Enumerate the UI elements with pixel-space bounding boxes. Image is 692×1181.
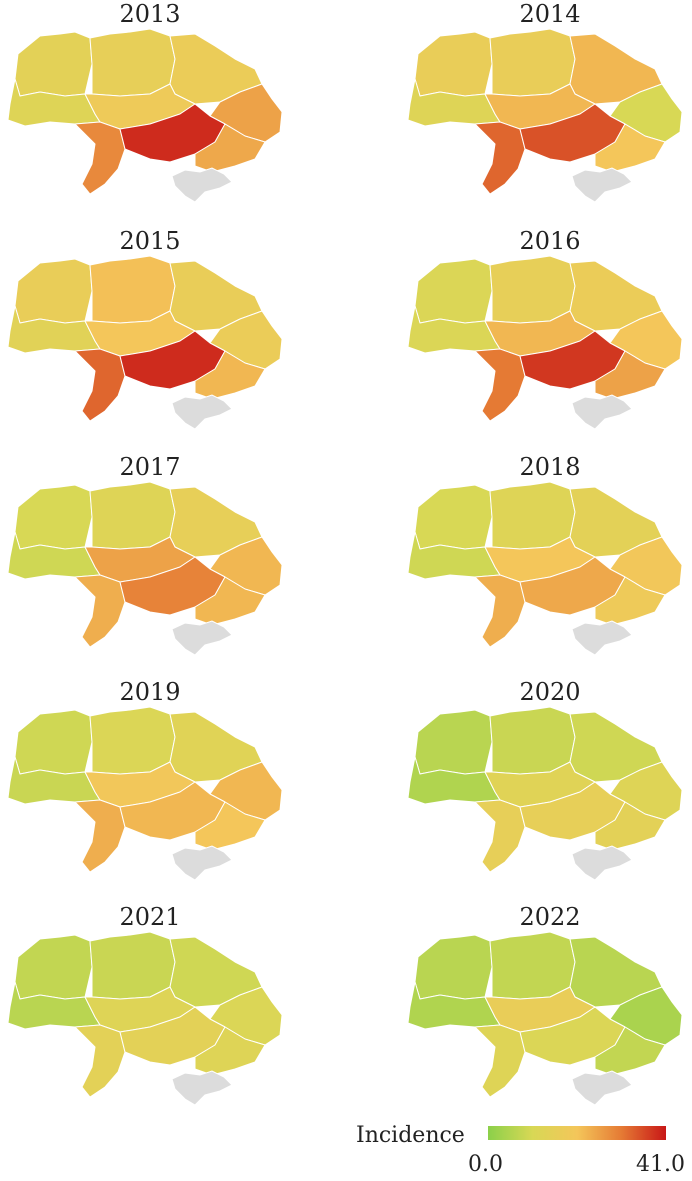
- region-crimea: [571, 1070, 633, 1106]
- ukraine-map-2019: [7, 706, 283, 881]
- panel-year-label: 2017: [119, 453, 181, 481]
- color-legend: Incidence 0.0 41.0: [352, 1118, 692, 1181]
- region-crimea: [171, 394, 233, 430]
- panel-year-label: 2019: [119, 678, 181, 706]
- legend-min-label: 0.0: [468, 1152, 503, 1177]
- region-sw: [474, 574, 526, 648]
- region-sw: [474, 1024, 526, 1098]
- region-se: [194, 576, 266, 626]
- region-nw: [14, 258, 93, 324]
- region-se: [594, 1026, 666, 1076]
- panel-year-label: 2020: [519, 678, 581, 706]
- region-sw: [74, 1024, 126, 1098]
- region-crimea: [571, 394, 633, 430]
- region-nw: [414, 258, 493, 324]
- region-nw: [14, 709, 93, 775]
- ukraine-map-2020: [407, 706, 683, 881]
- region-crimea: [571, 620, 633, 656]
- ukraine-map-2021: [7, 931, 283, 1106]
- panel-year-label: 2013: [119, 0, 181, 28]
- ukraine-map-2013: [7, 28, 283, 203]
- map-panel-2019: 2019: [0, 678, 300, 906]
- region-n: [489, 28, 576, 97]
- map-panel-2018: 2018: [400, 453, 692, 681]
- region-nw: [14, 31, 93, 97]
- region-n: [89, 28, 176, 97]
- region-nw: [14, 934, 93, 1000]
- map-panel-2020: 2020: [400, 678, 692, 906]
- region-n: [489, 706, 576, 775]
- region-nw: [414, 934, 493, 1000]
- panel-year-label: 2022: [519, 903, 581, 931]
- map-panel-2017: 2017: [0, 453, 300, 681]
- region-nw: [414, 484, 493, 550]
- region-se: [594, 576, 666, 626]
- panel-year-label: 2021: [119, 903, 181, 931]
- map-panel-2015: 2015: [0, 227, 300, 455]
- legend-title: Incidence: [356, 1123, 465, 1148]
- region-crimea: [571, 845, 633, 881]
- ukraine-map-2018: [407, 481, 683, 656]
- region-crimea: [171, 167, 233, 203]
- map-panel-2016: 2016: [400, 227, 692, 455]
- region-n: [89, 706, 176, 775]
- map-panel-2021: 2021: [0, 903, 300, 1131]
- ukraine-map-2014: [407, 28, 683, 203]
- region-crimea: [171, 1070, 233, 1106]
- region-sw: [74, 574, 126, 648]
- region-se: [594, 350, 666, 400]
- panel-year-label: 2016: [519, 227, 581, 255]
- region-se: [194, 1026, 266, 1076]
- ukraine-map-2022: [407, 931, 683, 1106]
- region-sw: [474, 348, 526, 422]
- region-n: [89, 481, 176, 550]
- panel-year-label: 2015: [119, 227, 181, 255]
- panel-year-label: 2018: [519, 453, 581, 481]
- region-n: [489, 931, 576, 1000]
- map-panel-2013: 2013: [0, 0, 300, 228]
- region-crimea: [571, 167, 633, 203]
- map-panel-2022: 2022: [400, 903, 692, 1131]
- region-nw: [14, 484, 93, 550]
- ukraine-map-2017: [7, 481, 283, 656]
- region-sw: [474, 799, 526, 873]
- ukraine-map-2016: [407, 255, 683, 430]
- region-crimea: [171, 620, 233, 656]
- region-nw: [414, 709, 493, 775]
- legend-max-label: 41.0: [636, 1152, 685, 1177]
- region-n: [89, 931, 176, 1000]
- region-se: [194, 350, 266, 400]
- region-se: [194, 123, 266, 173]
- region-se: [594, 123, 666, 173]
- region-n: [489, 255, 576, 324]
- region-sw: [74, 121, 126, 195]
- region-crimea: [171, 845, 233, 881]
- region-n: [89, 255, 176, 324]
- region-se: [194, 801, 266, 851]
- panel-year-label: 2014: [519, 0, 581, 28]
- region-n: [489, 481, 576, 550]
- region-se: [594, 801, 666, 851]
- ukraine-map-2015: [7, 255, 283, 430]
- region-sw: [74, 348, 126, 422]
- region-sw: [474, 121, 526, 195]
- region-sw: [74, 799, 126, 873]
- region-nw: [414, 31, 493, 97]
- map-panel-2014: 2014: [400, 0, 692, 228]
- legend-color-bar: [488, 1126, 666, 1140]
